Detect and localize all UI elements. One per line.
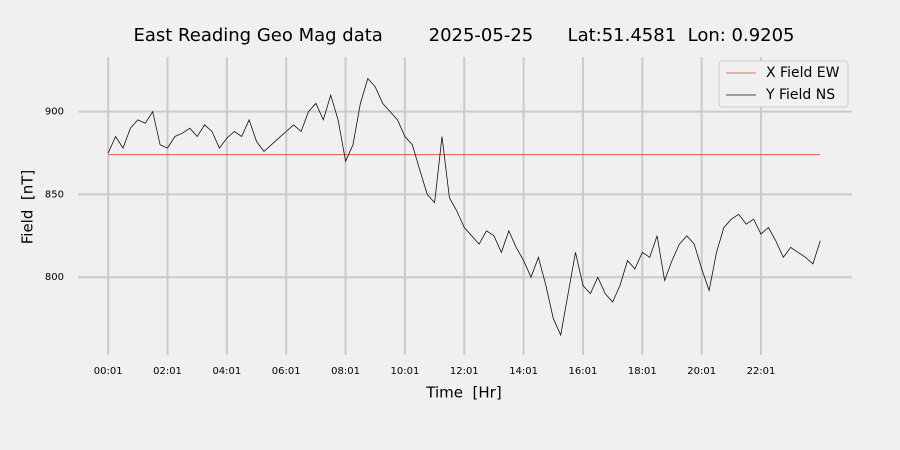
x-tick-label: 06:01 xyxy=(272,366,301,377)
legend-label: X Field EW xyxy=(766,65,840,81)
x-tick-label: 16:01 xyxy=(569,366,598,377)
x-tick-label: 08:01 xyxy=(331,366,360,377)
chart-title: East Reading Geo Mag data 2025-05-25 Lat… xyxy=(133,25,794,46)
x-tick-label: 10:01 xyxy=(390,366,419,377)
x-tick-label: 20:01 xyxy=(687,366,716,377)
x-tick-label: 18:01 xyxy=(628,366,657,377)
y-tick-label: 800 xyxy=(45,272,64,283)
line-series xyxy=(107,77,821,337)
y-axis-label: Field [nT] xyxy=(19,170,37,245)
x-axis-label: Time [Hr] xyxy=(425,384,501,402)
x-tick-label: 22:01 xyxy=(747,366,776,377)
legend-label: Y Field NS xyxy=(765,87,835,103)
y-tick-label: 850 xyxy=(45,189,64,200)
x-tick-label: 12:01 xyxy=(450,366,479,377)
x-tick-label: 02:01 xyxy=(153,366,182,377)
x-tick-label: 04:01 xyxy=(212,366,241,377)
y-tick-label: 900 xyxy=(45,107,64,118)
x-tick-label: 14:01 xyxy=(509,366,538,377)
x-tick-label: 00:01 xyxy=(94,366,123,377)
legend-box xyxy=(718,60,849,108)
